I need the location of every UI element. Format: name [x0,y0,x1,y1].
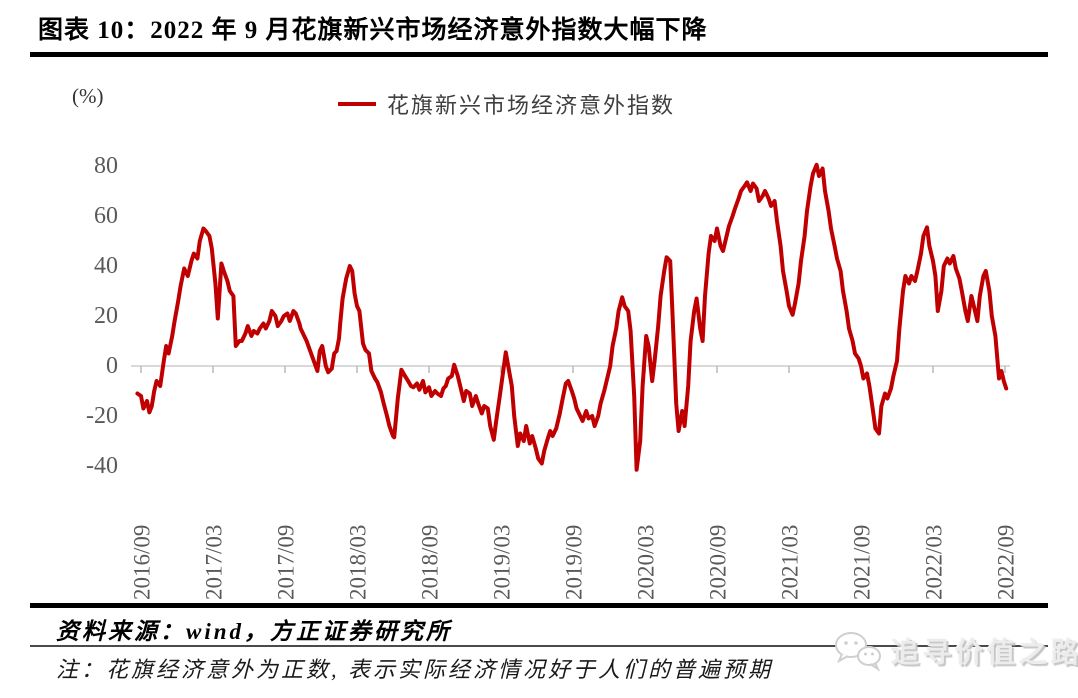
chart-figure-title: 图表 10：2022 年 9 月花旗新兴市场经济意外指数大幅下降 [38,17,708,44]
title-divider-rule [30,52,1048,57]
y-axis-unit-label: (%) [72,84,104,108]
y-axis-tick-label: 40 [94,253,118,279]
y-axis-tick-label: 80 [94,153,118,179]
y-axis-tick-label: 20 [94,303,118,329]
wechat-icon [835,632,881,672]
chart-legend: 花旗新兴市场经济意外指数 [338,88,675,120]
y-axis-tick-label: 60 [94,203,118,229]
x-axis-tick-label: 2017/09 [274,525,299,600]
watermark: 追寻价值之路 [833,630,1078,672]
watermark-text: 追寻价值之路 [891,638,1078,669]
legend-series-label: 花旗新兴市场经济意外指数 [387,93,676,118]
note-divider-rule [30,645,1048,647]
x-axis-tick-label: 2020/03 [634,525,659,600]
x-axis-tick-label: 2019/09 [562,525,587,600]
x-axis-tick-label: 2019/03 [490,525,515,600]
x-axis-tick-label: 2018/09 [418,525,443,600]
y-axis-tick-label: 0 [106,353,118,379]
series-line [135,162,1009,472]
x-axis-tick-label: 2022/03 [922,525,947,600]
x-axis-tick-label: 2022/09 [994,525,1019,600]
y-axis-tick-label: -20 [86,403,118,429]
x-axis-tick-label: 2021/03 [778,525,803,600]
x-axis-tick-label: 2018/03 [346,525,371,600]
y-axis-tick-label: -40 [86,453,118,479]
legend-line-swatch [338,102,376,106]
x-axis-tick-label: 2016/09 [130,525,155,600]
chart-footer-rule [30,603,1048,608]
x-axis-tick-label: 2021/09 [850,525,875,600]
source-attribution: 资料来源：wind，方正证券研究所 [56,619,453,644]
x-axis-tick-label: 2017/03 [202,525,227,600]
footnote: 注：花旗经济意外为正数, 表示实际经济情况好于人们的普遍预期 [56,657,774,682]
x-axis-tick-label: 2020/09 [706,525,731,600]
